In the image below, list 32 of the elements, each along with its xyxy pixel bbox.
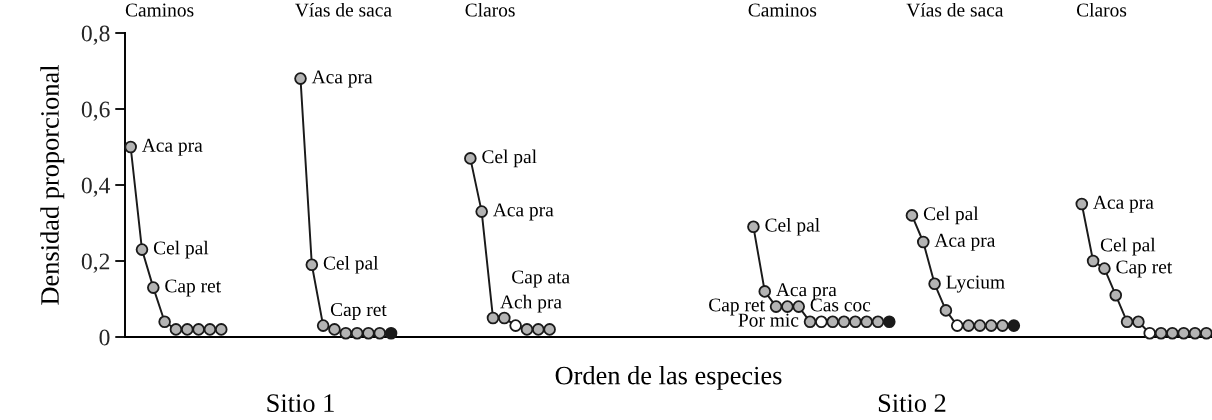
data-label: Lycium: [946, 275, 1005, 293]
data-label: Aca pra: [934, 233, 996, 251]
y-tick-label: 0,2: [81, 253, 110, 273]
text: Caminos: [125, 3, 194, 17]
data-label: Cap ret: [330, 303, 387, 321]
y-axis-title: Densidad proporcional: [40, 64, 65, 305]
text: Sitio 1: [267, 394, 334, 413]
text: Claros: [465, 2, 515, 17]
data-label: Cap ret: [1116, 260, 1173, 278]
text: Caminos: [748, 3, 817, 17]
text: Claros: [1076, 2, 1127, 17]
data-label: Cel pal: [923, 206, 979, 225]
data-label: Cel pal: [482, 149, 537, 168]
data-label: Cap ata: [512, 270, 570, 288]
data-label: Cel pal: [153, 240, 209, 259]
data-label: Aca pra: [141, 138, 203, 156]
data-label: Cel pal: [765, 217, 820, 236]
data-label: Aca pra: [1093, 195, 1154, 213]
data-label: Cel pal: [1100, 237, 1156, 256]
data-label: Aca pra: [311, 70, 373, 88]
y-tick-label: 0,6: [81, 101, 110, 121]
x-axis-title: Orden de las especies: [555, 365, 782, 390]
text: Vías de saca: [295, 2, 392, 17]
data-label: Cel pal: [323, 255, 379, 274]
y-tick-label: 0,4: [81, 177, 111, 197]
y-tick-label: 0,8: [81, 25, 110, 45]
data-label: Ach pra: [500, 294, 562, 313]
y-tick-label: 0: [99, 329, 110, 346]
text: Vías de saca: [906, 2, 1004, 17]
data-label: Cap ret: [165, 279, 221, 297]
data-label: Aca pra: [492, 203, 554, 221]
text: Sitio 2: [878, 394, 946, 413]
